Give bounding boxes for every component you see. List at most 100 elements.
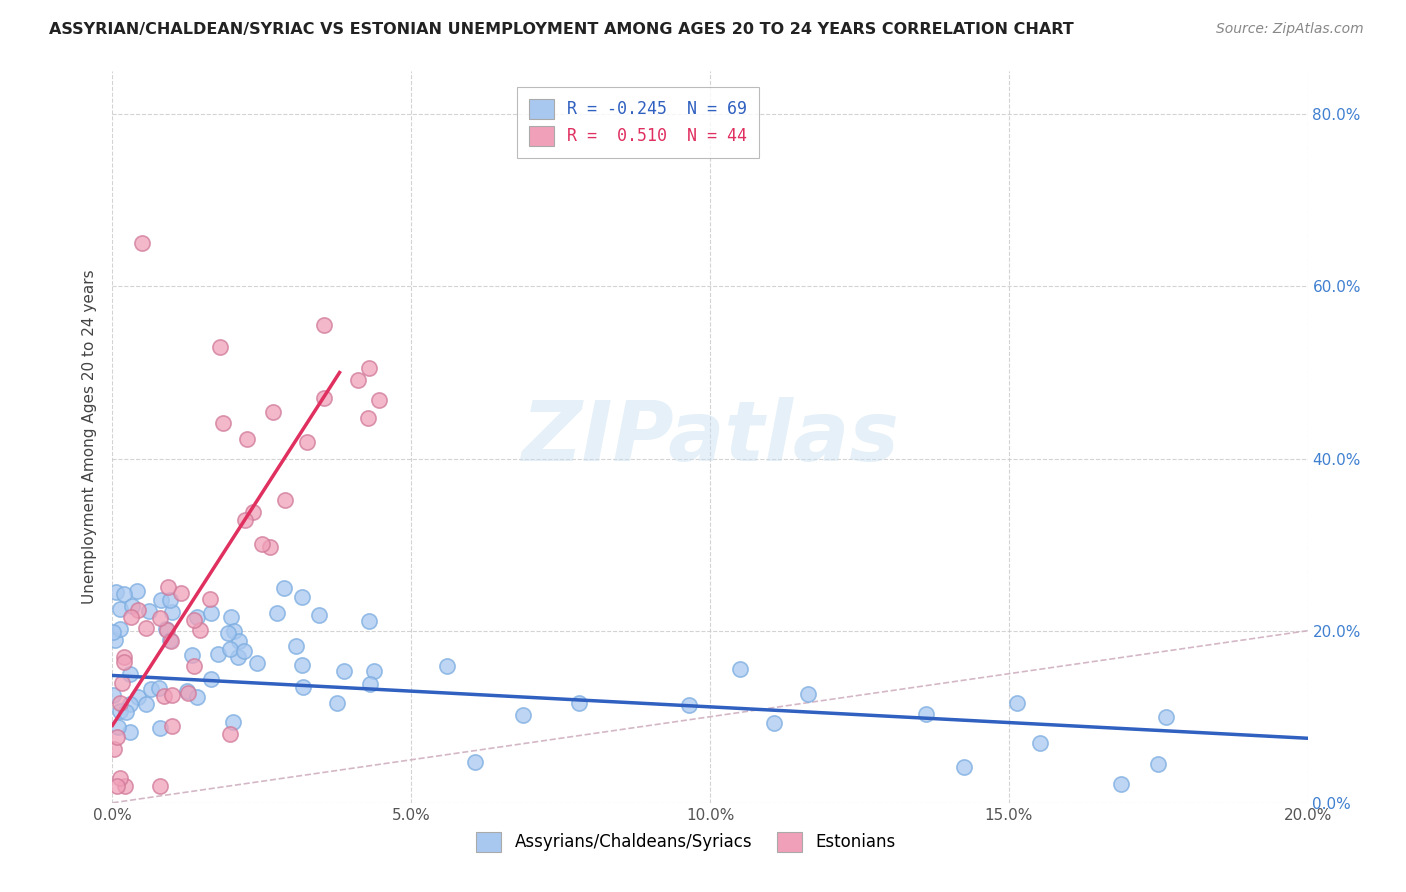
Point bbox=[209, 340, 232, 354]
Point bbox=[236, 432, 259, 446]
Point bbox=[105, 779, 128, 793]
Point bbox=[127, 690, 149, 704]
Point bbox=[198, 591, 221, 606]
Point bbox=[326, 696, 349, 710]
Point bbox=[104, 585, 127, 599]
Point bbox=[135, 621, 157, 635]
Point bbox=[127, 603, 149, 617]
Point bbox=[114, 779, 136, 793]
Point bbox=[1109, 777, 1132, 791]
Point bbox=[170, 585, 193, 599]
Point bbox=[291, 590, 314, 604]
Point bbox=[103, 741, 125, 756]
Point bbox=[219, 610, 242, 624]
Point bbox=[135, 697, 157, 711]
Point bbox=[107, 720, 129, 734]
Point bbox=[112, 587, 135, 601]
Point bbox=[183, 614, 205, 628]
Point bbox=[1147, 757, 1170, 772]
Point bbox=[308, 607, 330, 622]
Point bbox=[112, 649, 135, 664]
Point bbox=[1154, 709, 1177, 723]
Point bbox=[232, 644, 254, 658]
Point bbox=[190, 623, 212, 637]
Point bbox=[159, 592, 181, 607]
Text: ZIPatlas: ZIPatlas bbox=[522, 397, 898, 477]
Point bbox=[222, 624, 245, 638]
Point bbox=[266, 606, 288, 620]
Point bbox=[200, 606, 222, 620]
Point bbox=[110, 771, 132, 785]
Point bbox=[678, 698, 700, 713]
Point bbox=[118, 667, 141, 681]
Point bbox=[226, 650, 249, 665]
Point bbox=[108, 696, 131, 710]
Point bbox=[101, 625, 124, 640]
Point bbox=[217, 626, 239, 640]
Point bbox=[211, 416, 233, 430]
Point bbox=[218, 726, 240, 740]
Point bbox=[186, 610, 208, 624]
Point bbox=[139, 682, 162, 697]
Y-axis label: Unemployment Among Ages 20 to 24 years: Unemployment Among Ages 20 to 24 years bbox=[82, 269, 97, 605]
Point bbox=[1029, 736, 1052, 750]
Point bbox=[104, 633, 127, 648]
Point bbox=[114, 705, 136, 719]
Point bbox=[359, 676, 381, 690]
Point bbox=[156, 580, 179, 594]
Point bbox=[162, 719, 184, 733]
Point bbox=[233, 513, 256, 527]
Point bbox=[105, 731, 128, 745]
Legend: Assyrians/Chaldeans/Syriacs, Estonians: Assyrians/Chaldeans/Syriacs, Estonians bbox=[468, 823, 904, 860]
Point bbox=[1005, 697, 1028, 711]
Point bbox=[108, 602, 131, 616]
Point bbox=[120, 697, 142, 711]
Point bbox=[114, 655, 136, 669]
Point bbox=[149, 779, 172, 793]
Point bbox=[246, 656, 269, 670]
Point bbox=[121, 599, 143, 613]
Point bbox=[291, 680, 314, 694]
Point bbox=[200, 672, 222, 686]
Point bbox=[291, 658, 314, 673]
Point bbox=[797, 687, 820, 701]
Point bbox=[176, 684, 198, 698]
Text: ASSYRIAN/CHALDEAN/SYRIAC VS ESTONIAN UNEMPLOYMENT AMONG AGES 20 TO 24 YEARS CORR: ASSYRIAN/CHALDEAN/SYRIAC VS ESTONIAN UNE… bbox=[49, 22, 1074, 37]
Point bbox=[284, 640, 307, 654]
Point bbox=[363, 664, 385, 678]
Point bbox=[228, 633, 250, 648]
Point bbox=[512, 708, 534, 723]
Point bbox=[138, 604, 160, 618]
Point bbox=[207, 647, 229, 661]
Point bbox=[259, 540, 281, 554]
Point bbox=[160, 688, 183, 702]
Point bbox=[183, 659, 205, 673]
Point bbox=[156, 624, 179, 638]
Point bbox=[152, 689, 174, 703]
Text: Source: ZipAtlas.com: Source: ZipAtlas.com bbox=[1216, 22, 1364, 37]
Point bbox=[436, 658, 458, 673]
Point bbox=[181, 648, 204, 662]
Point bbox=[162, 605, 184, 619]
Point bbox=[262, 404, 284, 418]
Point bbox=[155, 622, 177, 636]
Point bbox=[346, 373, 368, 387]
Point bbox=[568, 697, 591, 711]
Point bbox=[131, 236, 153, 251]
Point bbox=[101, 689, 124, 703]
Point bbox=[914, 707, 936, 722]
Point bbox=[357, 410, 380, 425]
Point bbox=[464, 755, 486, 769]
Point bbox=[108, 622, 131, 636]
Point bbox=[357, 614, 380, 628]
Point bbox=[250, 536, 273, 550]
Point bbox=[728, 662, 751, 676]
Point bbox=[295, 435, 318, 450]
Point bbox=[368, 392, 391, 407]
Point bbox=[159, 633, 181, 648]
Point bbox=[150, 593, 173, 607]
Point bbox=[108, 704, 131, 718]
Point bbox=[273, 581, 295, 595]
Point bbox=[149, 611, 172, 625]
Point bbox=[274, 493, 297, 508]
